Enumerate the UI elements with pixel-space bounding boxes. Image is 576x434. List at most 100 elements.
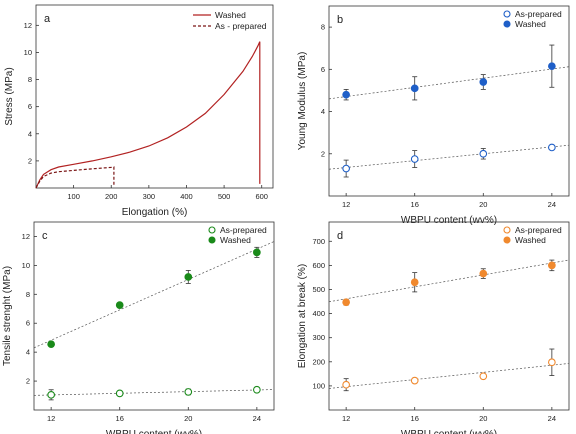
data-point — [479, 149, 488, 158]
x-tick-label: 20 — [479, 414, 487, 423]
y-tick-label: 8 — [28, 75, 32, 84]
y-tick-label: 4 — [321, 107, 325, 116]
y-tick-label: 4 — [28, 129, 32, 138]
x-tick-label: 16 — [411, 200, 419, 209]
x-tick-label: 24 — [253, 414, 261, 423]
trend-line — [328, 66, 570, 100]
legend-label: As-prepared — [515, 225, 562, 235]
data-point — [115, 389, 124, 398]
x-tick-label: 16 — [116, 414, 124, 423]
y-tick-label: 600 — [312, 261, 325, 270]
x-tick-label: 12 — [342, 200, 350, 209]
data-point — [253, 248, 261, 257]
legend-marker — [503, 236, 511, 244]
x-axis-label: WBPU content (wv%) — [401, 215, 497, 226]
x-tick-label: 500 — [218, 192, 231, 201]
panel-c: c1216202424681012WBPU content (wv%)Tensi… — [2, 221, 275, 434]
y-tick-label: 700 — [312, 237, 325, 246]
plot-frame — [328, 5, 570, 197]
trend-line — [328, 259, 570, 303]
data-point — [479, 372, 488, 381]
y-tick-label: 6 — [26, 319, 30, 328]
legend-marker — [503, 226, 511, 234]
data-point — [410, 376, 419, 385]
y-tick-label: 300 — [312, 333, 325, 342]
x-tick-label: 400 — [180, 192, 193, 201]
legend-label: As - prepared — [215, 21, 267, 31]
y-tick-label: 8 — [26, 290, 30, 299]
plot-frame — [328, 221, 570, 411]
data-point — [342, 90, 350, 99]
y-tick-label: 6 — [321, 65, 325, 74]
x-tick-label: 600 — [255, 192, 268, 201]
legend-label: Washed — [515, 19, 546, 29]
x-tick-label: 300 — [143, 192, 156, 201]
legend-label: As-prepared — [220, 225, 267, 235]
y-tick-label: 2 — [321, 149, 325, 158]
trend-line — [33, 389, 275, 396]
x-tick-label: 12 — [342, 414, 350, 423]
plot-frame — [35, 4, 274, 189]
plot-frame — [33, 221, 275, 411]
y-tick-label: 10 — [22, 261, 30, 270]
y-tick-label: 8 — [321, 23, 325, 32]
y-axis-label: Tensile strenght (MPa) — [2, 266, 13, 366]
trend-line — [33, 241, 275, 349]
y-tick-label: 10 — [24, 48, 32, 57]
legend-label: Washed — [215, 10, 246, 20]
data-point — [342, 298, 350, 307]
data-point — [548, 261, 556, 270]
data-point — [342, 380, 350, 389]
x-axis-label: WBPU content (wv%) — [106, 429, 202, 434]
x-tick-label: 12 — [47, 414, 55, 423]
y-tick-label: 400 — [312, 309, 325, 318]
y-tick-label: 500 — [312, 285, 325, 294]
data-point — [479, 269, 488, 278]
x-tick-label: 24 — [548, 200, 556, 209]
y-tick-label: 2 — [28, 156, 32, 165]
legend-marker — [208, 226, 216, 234]
x-tick-label: 20 — [479, 200, 487, 209]
y-tick-label: 100 — [312, 381, 325, 390]
x-axis-label: WBPU content (wv%) — [401, 429, 497, 434]
series-line — [35, 41, 261, 189]
y-axis-label: Young Modulus (MPa) — [297, 52, 308, 151]
y-tick-label: 6 — [28, 102, 32, 111]
y-axis-label: Elongation at break (%) — [297, 264, 308, 369]
panel-label: d — [337, 230, 343, 242]
panel-label: b — [337, 14, 343, 26]
y-tick-label: 2 — [26, 377, 30, 386]
x-tick-label: 200 — [105, 192, 118, 201]
data-point — [548, 358, 556, 367]
data-point — [410, 84, 419, 93]
data-point — [410, 278, 419, 287]
legend-marker — [503, 20, 511, 28]
series-line — [35, 166, 115, 189]
data-point — [47, 340, 55, 349]
data-point — [479, 78, 488, 86]
x-tick-label: 20 — [184, 414, 192, 423]
data-point — [410, 155, 419, 163]
x-tick-label: 24 — [548, 414, 556, 423]
y-tick-label: 12 — [24, 21, 32, 30]
panel-label: c — [42, 230, 48, 242]
y-axis-label: Stress (MPa) — [4, 67, 15, 125]
legend-marker — [503, 10, 511, 18]
data-point — [184, 273, 193, 281]
panel-d: d 12 16 20 24 100 200 300 400 500 600 700 WBPU conte… — [297, 221, 570, 434]
legend-label: As-prepared — [515, 9, 562, 19]
x-tick-label: 100 — [67, 192, 80, 201]
y-tick-label: 200 — [312, 357, 325, 366]
y-tick-label: 12 — [22, 232, 30, 241]
data-point — [184, 388, 193, 396]
trend-line — [328, 363, 570, 389]
data-point — [548, 143, 556, 152]
data-point — [253, 385, 261, 394]
legend-label: Washed — [515, 235, 546, 245]
legend-label: Washed — [220, 235, 251, 245]
legend-marker — [208, 236, 216, 244]
panel-label: a — [44, 13, 51, 25]
